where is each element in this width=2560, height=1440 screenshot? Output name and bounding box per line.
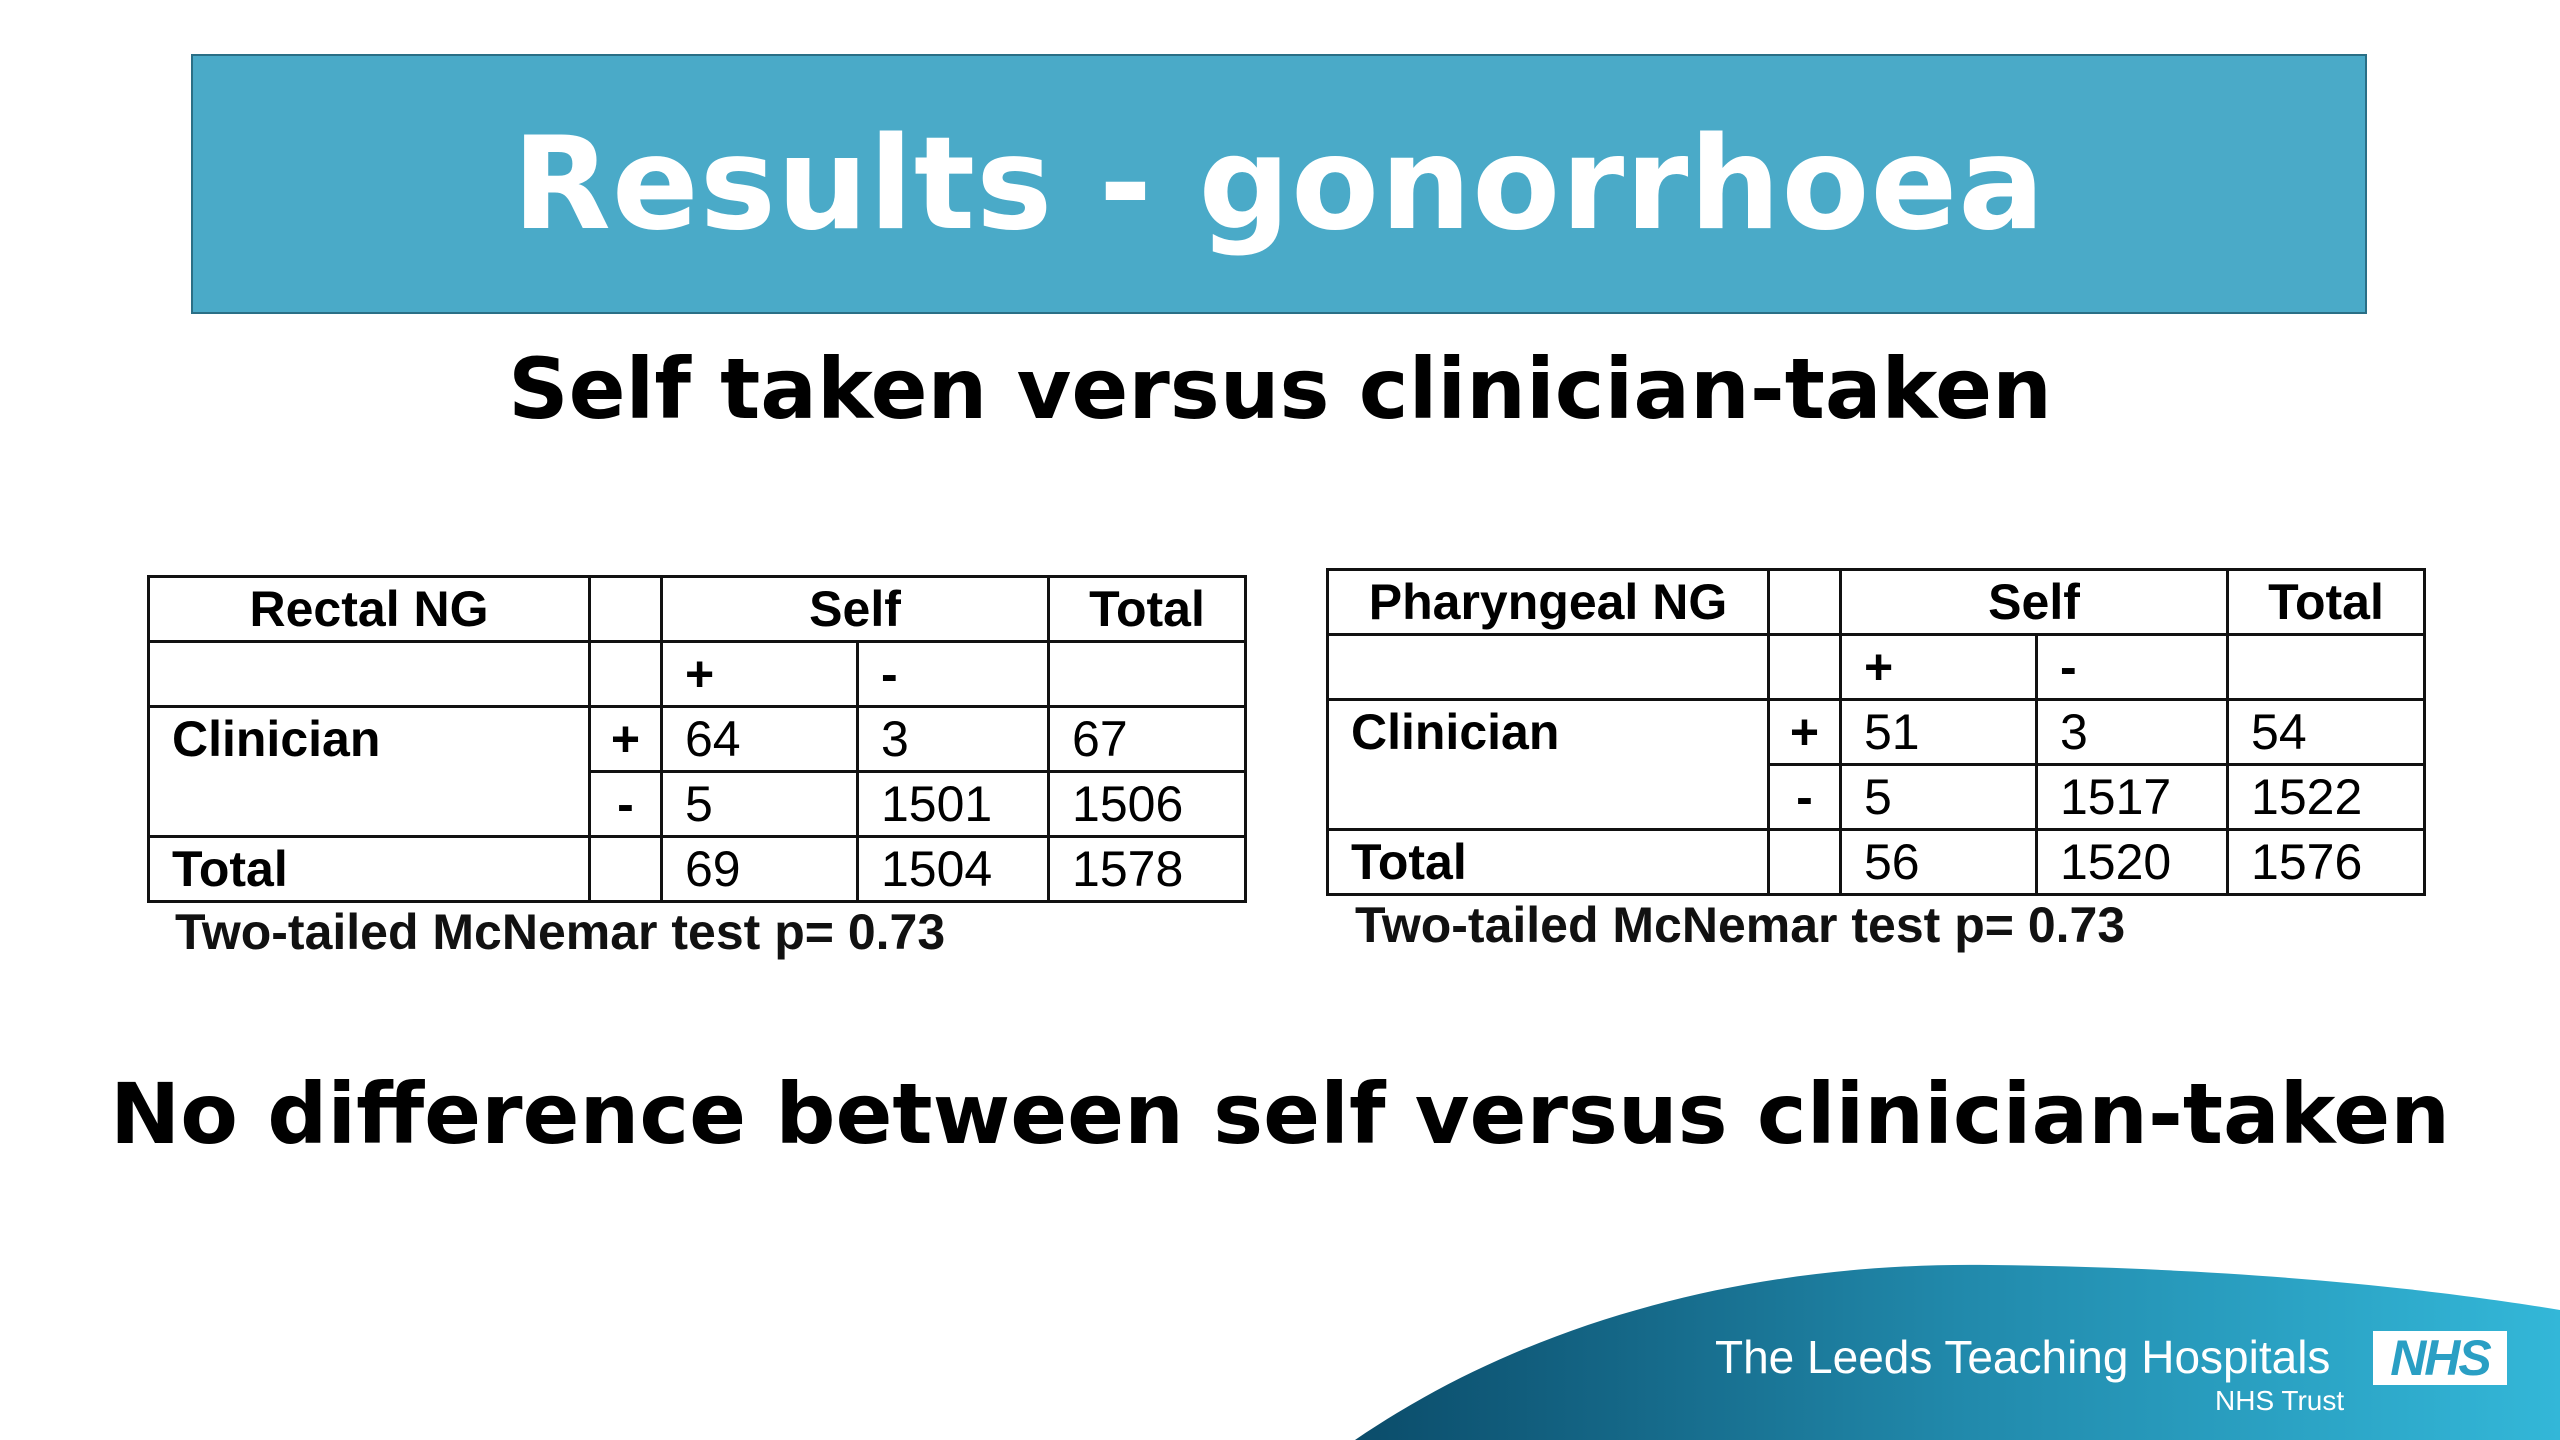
subheader-negative: - — [855, 640, 1051, 708]
nhs-logo: NHS — [2373, 1331, 2507, 1385]
slide-conclusion: No difference between self versus clinic… — [109, 1065, 2451, 1163]
empty-cell — [1047, 640, 1248, 708]
org-suffix: NHS Trust — [2215, 1385, 2345, 1416]
value-cell: 1522 — [2226, 763, 2427, 831]
header-row: Rectal NG Self Total — [147, 575, 1248, 643]
total-value-cell: 1504 — [855, 835, 1051, 903]
value-cell: 54 — [2226, 698, 2427, 766]
empty-cell — [588, 575, 663, 643]
title-banner: Results - gonorrhoea — [191, 54, 2367, 314]
table-row: Clinician +51 3 54 — [1326, 698, 2427, 831]
subheader-positive: + — [1839, 633, 2038, 701]
pharyngeal-ng-table: Pharyngeal NG Self Total + - Clinician +51 3 54-… — [1326, 568, 2427, 896]
value-cell: 5 — [660, 770, 859, 838]
table-row: Clinician +64 3 67 — [147, 705, 1248, 838]
value-cell: 3 — [2034, 698, 2230, 766]
empty-cell — [2226, 633, 2427, 701]
subheader-positive: + — [660, 640, 859, 708]
rectal-ng-table: Rectal NG Self Total + - Clinician +64 3 67-5 150… — [147, 575, 1248, 903]
table-row: -5 1501 1506 — [149, 770, 1248, 838]
rectal-mcnemar-note: Two-tailed McNemar test p= 0.73 — [175, 904, 946, 960]
slide-title: Results - gonorrhoea — [512, 109, 2046, 259]
total-row: Total 69 1504 1578 — [147, 835, 1248, 903]
total-value-cell: 1520 — [2034, 828, 2230, 896]
table-name: Rectal NG — [147, 575, 591, 643]
subheader-negative: - — [2034, 633, 2230, 701]
row-sign: + — [1767, 698, 1842, 766]
value-cell: 51 — [1839, 698, 2038, 766]
total-row-label: Total — [147, 835, 591, 903]
row-sign: - — [1767, 763, 1842, 831]
total-header: Total — [1047, 575, 1248, 643]
empty-cell — [588, 835, 663, 903]
value-cell: 3 — [855, 705, 1051, 773]
col-group-header: Self — [1838, 568, 2230, 636]
total-header: Total — [2226, 568, 2427, 636]
total-row: Total 56 1520 1576 — [1326, 828, 2427, 896]
total-row-label: Total — [1326, 828, 1770, 896]
empty-cell — [147, 640, 591, 708]
empty-cell — [1326, 633, 1770, 701]
total-value-cell: 56 — [1839, 828, 2038, 896]
row-group-label: Clinician — [1326, 698, 1770, 831]
total-value-cell: 1576 — [2226, 828, 2427, 896]
header-row: Pharyngeal NG Self Total — [1326, 568, 2427, 636]
empty-cell — [588, 640, 663, 708]
slide-subtitle: Self taken versus clinician-taken — [508, 340, 2052, 438]
org-name: The Leeds Teaching Hospitals — [1715, 1331, 2331, 1383]
subheader-row: + - — [1326, 633, 2427, 701]
empty-cell — [1767, 633, 1842, 701]
table-name: Pharyngeal NG — [1326, 568, 1770, 636]
empty-cell — [1767, 828, 1842, 896]
col-group-header: Self — [659, 575, 1051, 643]
pharyngeal-mcnemar-note: Two-tailed McNemar test p= 0.73 — [1355, 897, 2126, 953]
value-cell: 64 — [660, 705, 859, 773]
row-sign: - — [588, 770, 663, 838]
value-cell: 1501 — [855, 770, 1051, 838]
value-cell: 1506 — [1047, 770, 1248, 838]
empty-cell — [1767, 568, 1842, 636]
value-cell: 1517 — [2034, 763, 2230, 831]
subheader-row: + - — [147, 640, 1248, 708]
value-cell: 67 — [1047, 705, 1248, 773]
table-row: -5 1517 1522 — [1328, 763, 2427, 831]
value-cell: 5 — [1839, 763, 2038, 831]
total-value-cell: 69 — [660, 835, 859, 903]
row-group-label: Clinician — [147, 705, 591, 838]
total-value-cell: 1578 — [1047, 835, 1248, 903]
row-sign: + — [588, 705, 663, 773]
